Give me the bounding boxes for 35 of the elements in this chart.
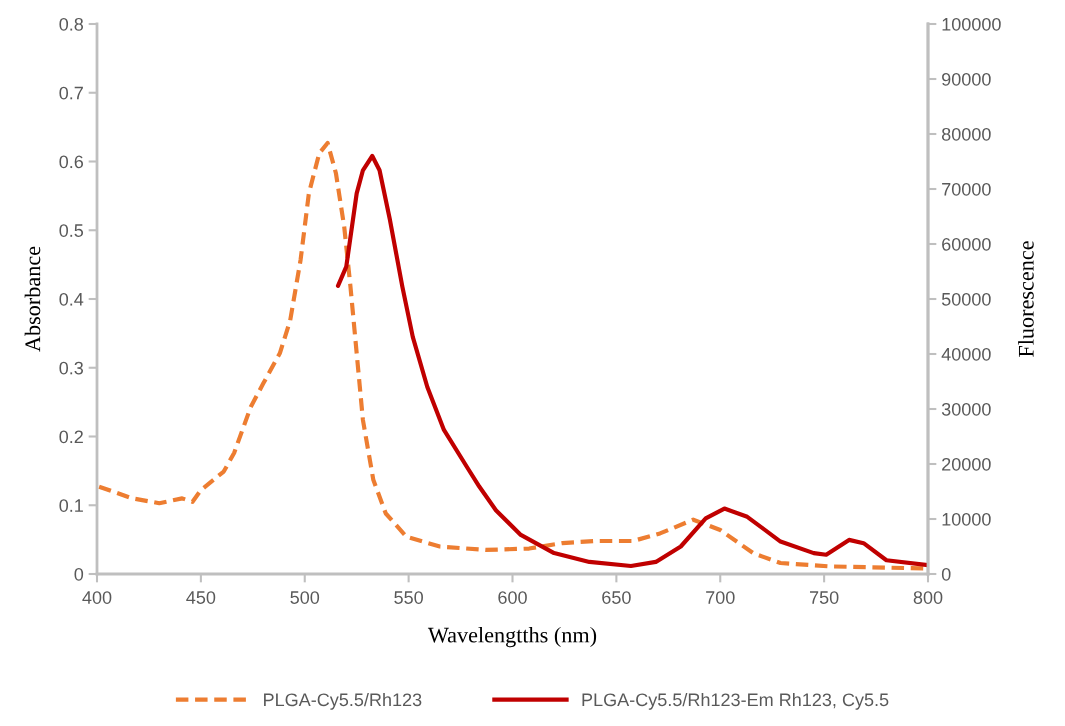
y-tick-label: 0.5 [59, 224, 84, 237]
x-tick-label: 650 [602, 591, 631, 604]
y-tick-label: 0.1 [59, 499, 83, 512]
x-tick-label: 750 [809, 591, 839, 604]
y2-tick-label: 50000 [941, 292, 991, 306]
y2-tick-label: 100000 [942, 17, 1001, 31]
y2-tick-label: 60000 [942, 237, 991, 251]
y2-tick-label: 90000 [942, 72, 991, 86]
y-tick-label: 0.3 [59, 361, 84, 375]
y-tick-label: 0.6 [59, 155, 84, 169]
y-tick-label: 0.4 [59, 292, 84, 306]
x-axis-title: Wavelengtths (nm) [427, 626, 597, 648]
y2-tick-label: 40000 [941, 347, 991, 361]
x-tick-label: 600 [498, 591, 527, 604]
legend-label: PLGA-Cy5.5/Rh123 [264, 692, 422, 710]
y-tick-label: 0 [74, 567, 84, 581]
x-tick-label: 450 [186, 591, 216, 604]
y2-tick-label: 0 [941, 567, 951, 581]
x-tick-label: 700 [706, 591, 735, 604]
y-tick-label: 0.8 [59, 17, 84, 31]
y2-tick-label: 30000 [941, 402, 991, 416]
y-tick-label: 0.2 [59, 430, 83, 444]
x-tick-label: 500 [290, 591, 320, 604]
y2-tick-label: 20000 [942, 457, 991, 471]
y2-tick-label: 10000 [942, 512, 991, 526]
y2-tick-label: 80000 [941, 127, 991, 141]
y2-axis-title: Fluorescence [1018, 241, 1034, 357]
legend-label: PLGA-Cy5.5/Rh123-Em Rh123, Cy5.5 [582, 692, 889, 710]
x-tick-label: 550 [394, 591, 423, 604]
y-axis-title: Absorbance [24, 246, 41, 352]
x-tick-label: 800 [913, 591, 943, 604]
y-tick-label: 0.7 [59, 86, 83, 100]
line-series [335, 153, 928, 569]
x-tick-label: 400 [82, 591, 112, 604]
y2-tick-label: 70000 [942, 182, 991, 196]
